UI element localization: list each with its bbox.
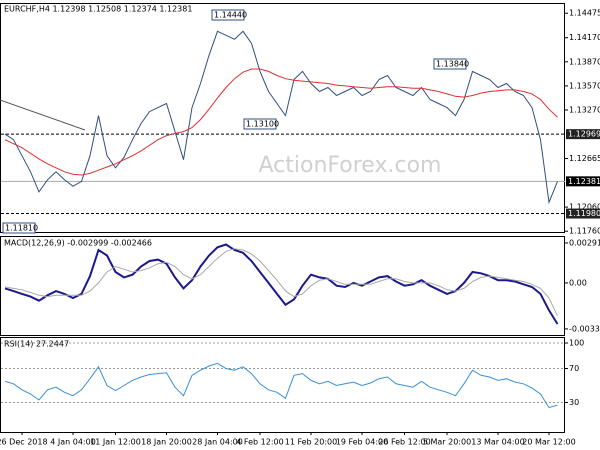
x-tick-label: 19 Feb 04:00 [336, 438, 388, 447]
x-tick-label: 11 Feb 20:00 [285, 438, 337, 447]
x-tick-label: 20 Mar 12:00 [522, 438, 575, 447]
level-label: 1.12969 [568, 130, 600, 139]
rsi-panel [0, 337, 565, 433]
y-tick-label: 0.00 [569, 278, 587, 287]
annotation-box [2, 222, 36, 234]
last-price-box [566, 176, 600, 187]
annotation: 1.11810 [5, 224, 38, 233]
annotation-box [211, 9, 245, 21]
level-box [566, 208, 600, 219]
last-price-label: 1.12381 [568, 177, 600, 186]
series-line [4, 248, 558, 317]
chart-title: EURCHF,H4 1.12398 1.12508 1.12374 1.1238… [4, 5, 192, 14]
x-tick-label: 11 Jan 12:00 [90, 438, 141, 447]
y-tick-label: 1.11760 [569, 227, 600, 236]
level-box [566, 129, 600, 140]
price-panel [0, 3, 565, 233]
rsi-title: RSI(14) 27.2447 [4, 340, 69, 349]
level-label: 1.11980 [568, 209, 600, 218]
y-tick-label: 100 [569, 339, 584, 348]
series-line [4, 243, 559, 325]
x-tick-label: 13 Mar 04:00 [471, 438, 524, 447]
y-tick-label: 0.002915 [569, 238, 600, 247]
series-line [4, 68, 558, 176]
macd-title: MACD(12,26,9) -0.002999 -0.002466 [4, 239, 152, 248]
watermark: ActionForex.com [259, 153, 442, 178]
annotation-box [243, 118, 277, 130]
y-tick-label: 1.12665 [569, 154, 600, 163]
annotation-box [433, 58, 467, 70]
y-tick-label: 1.13870 [569, 57, 600, 66]
y-tick-label: 1.12060 [569, 203, 600, 212]
y-tick-label: 1.13570 [569, 81, 600, 90]
macd-panel [0, 236, 565, 336]
y-tick-label: -0.003357 [569, 324, 600, 333]
series-line [4, 362, 558, 409]
x-tick-label: 5 Mar 20:00 [423, 438, 471, 447]
annotation: 1.13840 [436, 60, 469, 69]
x-tick-label: 26 Feb 12:00 [378, 438, 430, 447]
annotation: 1.13100 [246, 120, 279, 129]
x-tick-label: 4 Jan 04:00 [50, 438, 96, 447]
y-tick-label: 1.14475 [569, 9, 600, 18]
x-tick-label: 4 Feb 12:00 [236, 438, 283, 447]
y-tick-label: 1.13270 [569, 105, 600, 114]
annotation: 1.14440 [214, 11, 247, 20]
y-tick-label: 1.14170 [569, 33, 600, 42]
x-tick-label: 26 Dec 2018 [0, 438, 48, 447]
y-tick-label: 30 [569, 398, 579, 407]
trend-line [0, 99, 86, 131]
x-tick-label: 18 Jan 20:00 [141, 438, 192, 447]
y-tick-label: 70 [569, 364, 579, 373]
x-tick-label: 28 Jan 04:00 [192, 438, 243, 447]
series-line [4, 30, 558, 205]
